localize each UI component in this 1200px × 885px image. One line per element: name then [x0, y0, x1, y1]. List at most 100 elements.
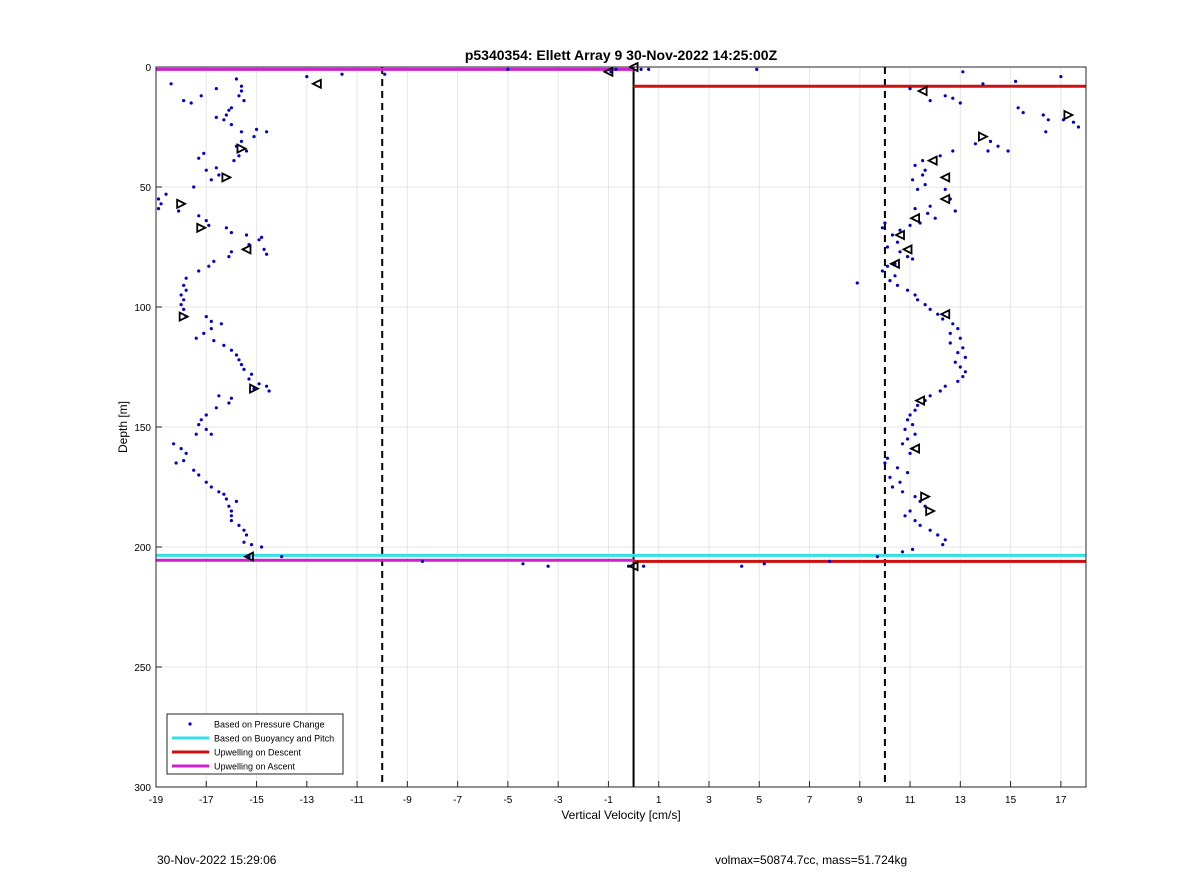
- pressure-change-point: [264, 252, 269, 256]
- pressure-change-point: [951, 322, 955, 326]
- pressure-change-point: [755, 67, 759, 71]
- triangle-marker: [939, 308, 951, 320]
- pressure-change-point: [963, 370, 967, 374]
- pressure-change-point: [156, 207, 161, 211]
- triangle-marker: [939, 171, 951, 183]
- pressure-change-point: [936, 312, 940, 316]
- pressure-change-point: [217, 394, 221, 398]
- x-tick-label: 13: [955, 795, 967, 806]
- pressure-change-point: [913, 163, 917, 167]
- pressure-change-point: [179, 303, 183, 307]
- pressure-change-point: [943, 94, 947, 98]
- pressure-change-point: [247, 377, 251, 381]
- pressure-change-point: [227, 108, 231, 112]
- pressure-change-point: [936, 533, 940, 537]
- pressure-change-point: [908, 413, 912, 417]
- x-tick-label: -7: [453, 795, 462, 806]
- pressure-change-point: [900, 442, 905, 446]
- pressure-change-point: [204, 427, 208, 431]
- pressure-change-point: [234, 353, 239, 357]
- triangle-marker: [978, 131, 989, 143]
- pressure-change-point: [259, 545, 264, 549]
- pressure-change-point: [224, 497, 228, 501]
- pressure-change-point: [915, 403, 920, 407]
- pressure-change-point: [923, 183, 927, 187]
- pressure-change-point: [257, 238, 261, 242]
- pressure-change-point: [898, 228, 902, 232]
- triangle-marker: [240, 243, 252, 255]
- pressure-change-point: [941, 543, 945, 547]
- pressure-change-point: [1006, 149, 1010, 153]
- pressure-change-point: [207, 264, 211, 268]
- pressure-change-point: [222, 343, 226, 347]
- pressure-change-point: [910, 257, 915, 261]
- pressure-change-point: [244, 233, 249, 237]
- pressure-change-point: [212, 339, 216, 343]
- pressure-change-point: [197, 214, 201, 218]
- pressure-change-point: [1076, 125, 1081, 129]
- pressure-change-point: [204, 480, 208, 484]
- series-lines: [156, 67, 1086, 563]
- pressure-change-point: [908, 451, 912, 455]
- pressure-change-point: [259, 235, 264, 239]
- pressure-change-point: [506, 67, 510, 71]
- triangle-marker: [920, 491, 932, 503]
- pressure-change-point: [340, 72, 344, 76]
- pressure-change-point: [174, 461, 178, 465]
- pressure-change-point: [855, 281, 859, 285]
- pressure-change-point: [875, 555, 879, 559]
- pressure-change-point: [197, 473, 201, 477]
- pressure-change-point: [227, 401, 231, 405]
- triangle-marker: [888, 258, 900, 270]
- triangle-marker: [196, 222, 208, 234]
- pressure-change-point: [242, 540, 246, 544]
- pressure-change-point: [898, 480, 902, 484]
- pressure-change-point: [956, 351, 960, 355]
- pressure-change-point: [264, 384, 269, 388]
- pressure-change-point: [239, 363, 244, 367]
- triangle-marker: [221, 171, 233, 183]
- pressure-change-point: [202, 331, 206, 335]
- pressure-change-point: [280, 555, 284, 559]
- pressure-change-point: [885, 264, 890, 268]
- pressure-change-point: [762, 562, 766, 566]
- pressure-change-point: [239, 84, 244, 88]
- pressure-change-point: [229, 106, 234, 110]
- pressure-change-point: [996, 144, 1000, 148]
- legend-label: Upwelling on Descent: [214, 748, 302, 758]
- pressure-change-point: [921, 173, 925, 177]
- triangle-marker: [914, 395, 926, 407]
- pressure-change-point: [973, 142, 978, 146]
- pressure-change-point: [214, 166, 218, 170]
- y-tick-label: 100: [134, 303, 151, 314]
- pressure-change-point: [182, 298, 186, 302]
- pressure-change-point: [192, 468, 196, 472]
- triangle-marker: [1063, 109, 1075, 121]
- triangle-marker: [602, 66, 614, 78]
- chart-title: p5340354: Ellett Array 9 30-Nov-2022 14:…: [465, 47, 778, 63]
- pressure-change-point: [1041, 113, 1045, 117]
- x-tick-label: -15: [249, 795, 264, 806]
- pressure-change-point: [229, 396, 234, 400]
- pressure-change-point: [928, 99, 932, 103]
- pressure-change-point: [521, 562, 525, 566]
- pressure-change-point: [915, 187, 920, 191]
- pressure-change-point: [204, 315, 208, 319]
- pressure-change-point: [1046, 118, 1050, 122]
- pressure-change-point: [189, 101, 193, 105]
- pressure-change-point: [194, 432, 198, 436]
- pressure-change-point: [900, 490, 905, 494]
- legend-label: Based on Pressure Change: [214, 720, 325, 730]
- pressure-change-point: [910, 178, 915, 182]
- footer-volmax-mass: volmax=50874.7cc, mass=51.724kg: [715, 853, 908, 867]
- pressure-change-point: [305, 75, 309, 79]
- triangle-marker: [178, 311, 190, 323]
- pressure-change-point: [217, 173, 221, 177]
- pressure-change-point: [880, 269, 885, 273]
- legend-swatch: [188, 722, 192, 726]
- triangle-marker: [627, 560, 639, 572]
- pressure-change-point: [184, 451, 188, 455]
- triangle-marker: [925, 505, 937, 517]
- pressure-change-point: [1044, 130, 1048, 134]
- pressure-change-point: [883, 461, 887, 465]
